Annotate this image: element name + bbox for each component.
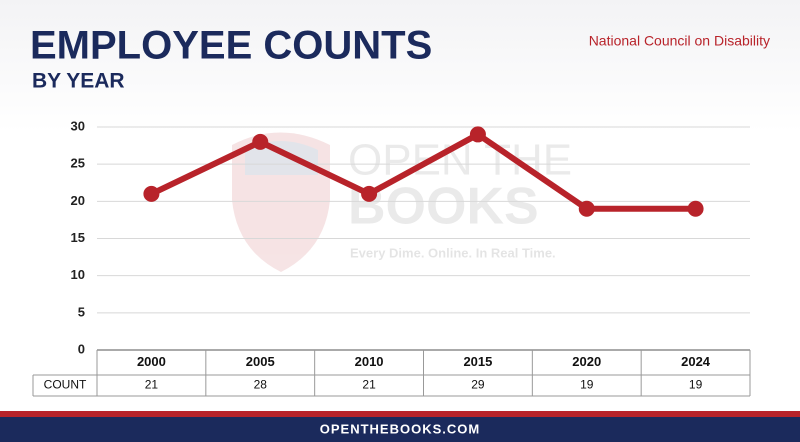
y-tick-label: 10 — [71, 267, 85, 282]
table-value: 19 — [580, 378, 594, 392]
watermark — [232, 132, 330, 272]
watermark-tagline: Every Dime. Online. In Real Time. — [350, 245, 556, 260]
y-tick-label: 5 — [78, 304, 85, 319]
footer-bar — [0, 417, 800, 442]
x-tick-label: 2024 — [681, 354, 711, 369]
watermark-shield-top — [245, 141, 318, 175]
chart-subtitle: BY YEAR — [32, 70, 125, 93]
table-value: 29 — [471, 378, 485, 392]
data-line — [150, 131, 696, 212]
x-tick-label: 2020 — [572, 354, 601, 369]
table-value: 21 — [362, 378, 376, 392]
table-value: 28 — [254, 378, 268, 392]
x-tick-label: 2005 — [246, 354, 275, 369]
x-tick-label: 2000 — [137, 354, 166, 369]
table-row-label: COUNT — [44, 378, 87, 392]
data-point — [252, 133, 269, 150]
x-tick-label: 2010 — [355, 354, 384, 369]
y-tick-label: 0 — [78, 341, 85, 356]
data-point — [578, 200, 595, 217]
data-point — [469, 126, 486, 143]
x-tick-label: 2015 — [463, 354, 492, 369]
table-value: 21 — [145, 378, 159, 392]
table-value: 19 — [689, 378, 703, 392]
y-tick-label: 25 — [71, 156, 85, 171]
y-tick-label: 20 — [71, 193, 85, 208]
y-tick-label: 15 — [71, 230, 85, 245]
data-point — [143, 185, 160, 202]
data-point — [361, 185, 378, 202]
chart-title: EMPLOYEE COUNTS — [30, 24, 432, 68]
data-point — [687, 200, 704, 217]
footer-stripe — [0, 411, 800, 417]
y-tick-label: 30 — [71, 118, 85, 133]
source: National Council on Disability — [589, 33, 770, 49]
footer-text: OPENTHEBOOKS.COM — [320, 421, 480, 436]
watermark-shield — [232, 132, 330, 272]
